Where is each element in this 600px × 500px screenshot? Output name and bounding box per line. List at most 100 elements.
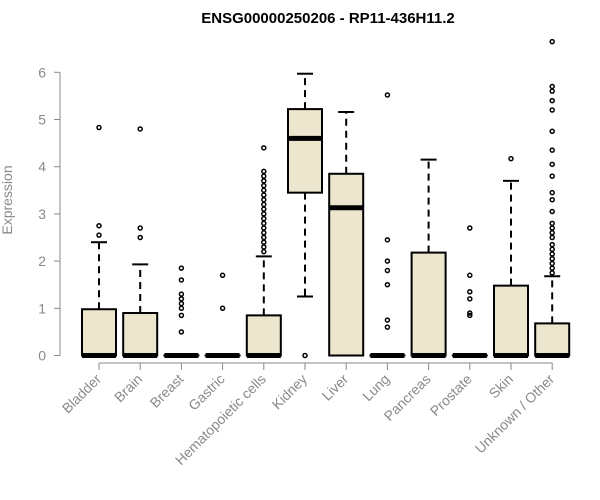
outlier-point [549,241,555,248]
box-body [287,108,323,194]
outlier-point [549,230,555,236]
box-body [122,312,159,357]
boxes [81,38,571,359]
x-tick-label: Lung [359,371,392,404]
outlier-point [261,182,267,189]
box-skin [493,155,529,358]
outlier-point [261,230,267,236]
outlier-point [261,192,267,198]
box-body [534,322,571,357]
outlier-point [549,83,555,90]
outlier-point [549,251,555,257]
outlier-point [261,234,267,241]
y-tick-label: 0 [38,348,46,364]
box-lung [369,92,406,358]
outlier-point [549,255,555,262]
outlier-point [178,305,185,312]
outlier-point [467,312,473,319]
outlier-point [549,208,555,215]
outlier-point [549,147,555,153]
outlier-point [261,211,267,217]
outlier-point [261,178,267,184]
outlier-point [467,296,473,302]
box-hematopoietic-cells [245,145,282,358]
outlier-point [549,88,555,94]
box-bladder [81,124,117,358]
outlier-point [384,267,391,274]
outlier-point [96,124,102,131]
outlier-point [261,196,267,203]
box-prostate [451,225,488,358]
box-body [245,314,282,357]
y-tick-label: 3 [38,206,46,222]
outlier-point [96,222,102,229]
y-tick-label: 1 [38,300,46,316]
y-tick-label: 6 [38,64,46,80]
outlier-point [549,246,555,253]
outlier-point [219,305,226,312]
outlier-point [549,38,555,45]
outlier-point [137,234,143,241]
x-tick-label: Bladder [59,371,105,417]
outlier-point [549,270,555,276]
outlier-point [178,277,185,283]
outlier-point [549,107,555,113]
outlier-point [467,225,473,231]
outlier-point [178,296,185,302]
box-pancreas [410,158,447,358]
y-tick-label: 5 [38,112,46,128]
outlier-point [219,272,226,279]
outlier-point [508,155,514,162]
box-body [410,251,447,357]
outlier-point [261,187,267,194]
outlier-point [137,126,143,132]
outlier-point [384,324,391,330]
outlier-point [549,173,555,179]
box-brain [122,126,159,358]
x-tick-label: Skin [486,371,517,402]
x-tick-label: Breast [147,371,187,411]
box-kidney [287,72,323,359]
outlier-point [96,232,102,238]
outlier-point [261,173,267,179]
outlier-point [549,161,555,168]
outlier-point [549,128,555,135]
outlier-point [302,352,308,359]
outlier-point [137,225,143,231]
x-tick-label: Kidney [269,371,311,413]
outlier-point [549,97,555,104]
outlier-point [467,310,473,316]
outlier-point [261,168,267,175]
outlier-point [261,215,267,222]
box-body [81,308,117,357]
chart-title: ENSG00000250206 - RP11-436H11.2 [201,10,455,27]
outlier-point [261,145,267,151]
outlier-point [261,239,267,245]
outlier-point [384,317,391,323]
box-body [493,284,529,357]
outlier-point [549,225,555,231]
outlier-point [549,260,555,267]
outlier-point [467,272,473,279]
x-tick-label: Liver [319,371,352,404]
box-unknown-other [534,38,571,358]
x-tick-label: Prostate [427,371,475,419]
y-axis: 0 1 2 3 4 5 6 [38,64,61,364]
box-body [328,172,365,357]
y-tick-label: 2 [38,253,46,269]
outlier-point [261,244,267,250]
outlier-point [178,312,185,319]
box-breast [163,265,200,358]
outlier-point [384,92,391,98]
outlier-point [178,291,185,297]
box-gastric [204,272,241,358]
x-tick-label: Brain [111,371,145,405]
outlier-point [384,258,391,264]
outlier-point [549,234,555,241]
y-tick-label: 4 [38,159,46,175]
outlier-point [549,189,555,196]
outlier-point [178,265,185,271]
outlier-point [261,225,267,231]
outlier-point [261,201,267,208]
